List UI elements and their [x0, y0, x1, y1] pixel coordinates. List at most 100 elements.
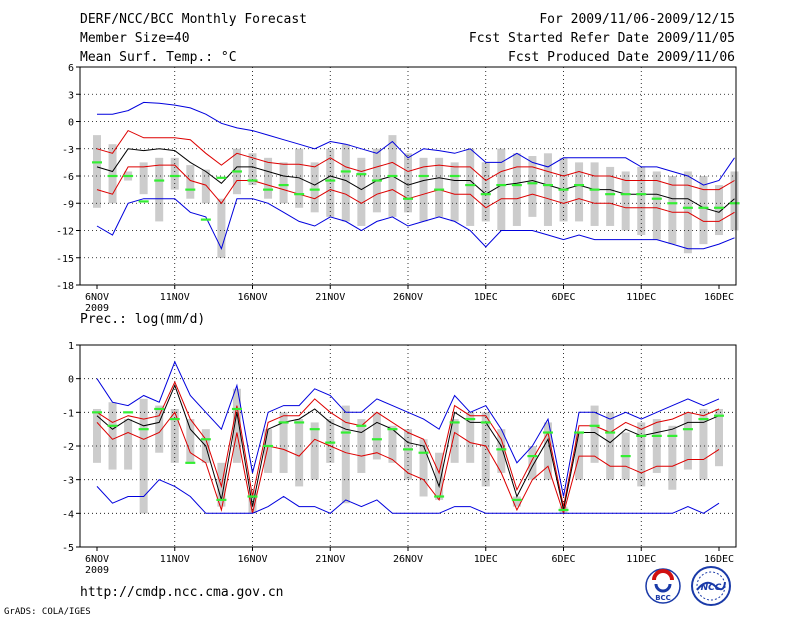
ensemble-box-16	[341, 405, 350, 504]
ensemble-box-18	[372, 412, 381, 460]
y-tick-label-1: 0	[68, 375, 74, 386]
series-line-min	[96, 198, 735, 251]
ensemble-box-21	[419, 157, 428, 222]
y-tick-label-3: -2	[62, 442, 74, 453]
ncc-logo: NCC	[691, 566, 731, 606]
x-tick-label-4: 26NOV	[393, 554, 423, 565]
x-tick-label-0: 6NOV	[85, 292, 109, 303]
x-tick-sublabel-0: 2009	[85, 565, 109, 576]
ensemble-box-1	[108, 402, 117, 470]
ensemble-box-32	[590, 405, 599, 463]
y-tick-label-4: -6	[62, 172, 74, 183]
footer-url: http://cmdp.ncc.cma.gov.cn	[80, 585, 284, 600]
x-tick-label-7: 11DEC	[626, 554, 656, 565]
ensemble-box-0	[93, 408, 101, 463]
series-line-min	[96, 479, 720, 514]
ensemble-box-26	[497, 148, 506, 231]
ensemble-box-39	[699, 176, 708, 245]
ensemble-box-9	[232, 388, 241, 463]
x-tick-label-7: 11DEC	[626, 292, 656, 303]
ncc-logo-ring	[691, 566, 731, 606]
x-tick-label-8: 16DEC	[704, 292, 734, 303]
ensemble-box-15	[326, 419, 335, 463]
ensemble-box-27	[512, 496, 521, 507]
x-tick-label-4: 26NOV	[393, 292, 423, 303]
y-tick-label-1: 3	[68, 90, 74, 101]
x-tick-label-2: 16NOV	[237, 292, 267, 303]
y-tick-label-6: -5	[62, 543, 74, 554]
x-tick-label-6: 6DEC	[551, 554, 575, 565]
ensemble-box-1	[108, 144, 117, 204]
ensemble-box-2	[124, 419, 133, 470]
ensemble-box-3	[139, 162, 148, 195]
header-title: DERF/NCC/BCC Monthly Forecast	[80, 12, 307, 27]
series-line-mean	[96, 384, 720, 511]
y-tick-label-0: 1	[68, 341, 74, 352]
ensemble-box-7	[201, 169, 210, 204]
ensemble-box-15	[326, 148, 335, 217]
ensemble-box-40	[715, 408, 723, 467]
series-line-max	[97, 101, 735, 186]
y-tick-label-0: 6	[68, 63, 74, 74]
ensemble-box-31	[575, 162, 584, 222]
x-tick-label-1: 11NOV	[160, 554, 190, 565]
footer: http://cmdp.ncc.cma.gov.cn GrADS: COLA/I…	[4, 566, 731, 617]
ncc-logo-wave-icon	[696, 581, 726, 591]
ensemble-box-14	[310, 162, 319, 213]
ensemble-box-3	[139, 398, 148, 514]
y-tick-label-8: -18	[56, 281, 74, 292]
ensemble-box-29	[543, 422, 552, 480]
ensemble-box-12	[279, 162, 288, 204]
x-tick-sublabel-0: 2009	[85, 303, 109, 314]
series-line-lower	[96, 164, 735, 222]
header-member-size: Member Size=40	[80, 31, 190, 46]
x-tick-label-3: 21NOV	[315, 292, 345, 303]
ensemble-box-34	[621, 171, 630, 231]
y-tick-label-5: -4	[62, 509, 74, 520]
series-line-upper	[96, 129, 735, 191]
y-tick-label-3: -3	[62, 145, 74, 156]
ensemble-box-13	[295, 419, 304, 487]
ensemble-box-28	[528, 156, 537, 217]
ensemble-box-28	[528, 446, 537, 480]
bcc-logo-arc2-icon	[654, 583, 672, 593]
x-tick-label-6: 6DEC	[551, 292, 575, 303]
ensemble-box-11	[264, 429, 273, 473]
ensemble-box-14	[310, 422, 319, 480]
ensemble-box-40	[715, 185, 723, 236]
header-period: For 2009/11/06-2009/12/15	[539, 12, 735, 27]
x-tick-label-8: 16DEC	[704, 554, 734, 565]
y-tick-label-2: -1	[62, 408, 74, 419]
ensemble-box-12	[279, 412, 288, 473]
y-tick-label-7: -15	[56, 254, 74, 265]
precip-panel-title: Prec.: log(mm/d)	[80, 312, 205, 327]
ensemble-box-11	[264, 157, 273, 199]
ensemble-box-35	[637, 166, 646, 236]
ensemble-box-29	[543, 153, 552, 226]
ensemble-box-6	[186, 165, 195, 199]
ensemble-box-27	[512, 153, 521, 226]
header: DERF/NCC/BCC Monthly Forecast Member Siz…	[80, 12, 735, 65]
x-tick-label-0: 6NOV	[85, 554, 109, 565]
ensemble-box-37	[668, 176, 677, 245]
y-tick-label-4: -3	[62, 476, 74, 487]
header-start-date: Fcst Started Refer Date 2009/11/05	[469, 31, 735, 46]
ensemble-box-23	[450, 419, 459, 463]
y-tick-label-2: 0	[68, 118, 74, 129]
ensemble-box-10	[248, 153, 257, 186]
ensemble-box-6	[186, 419, 195, 463]
ensemble-box-5	[170, 157, 179, 190]
ensemble-box-4	[155, 405, 164, 453]
ensemble-box-41	[730, 171, 739, 231]
bcc-logo-arc-icon	[652, 569, 674, 581]
x-tick-label-1: 11NOV	[160, 292, 190, 303]
ensemble-box-4	[155, 157, 164, 222]
bcc-logo-label: BCC	[655, 594, 671, 602]
ensemble-box-35	[637, 422, 646, 487]
ensemble-box-33	[606, 166, 615, 226]
ensemble-box-19	[388, 425, 397, 463]
ensemble-box-23	[450, 162, 459, 222]
y-tick-label-6: -12	[56, 227, 74, 238]
